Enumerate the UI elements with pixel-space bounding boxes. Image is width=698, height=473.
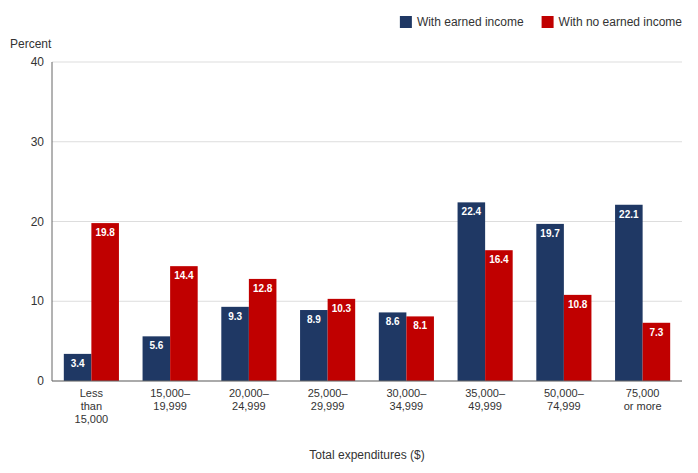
- data-label: 10.3: [332, 303, 352, 314]
- x-tick-label: 25,000–29,999: [308, 387, 349, 412]
- legend-item: With no earned income: [542, 15, 683, 29]
- grid-line: [52, 141, 682, 142]
- x-tick-label-line: 34,999: [390, 400, 424, 412]
- data-label: 12.8: [253, 283, 273, 294]
- bar: [221, 307, 249, 381]
- chart-container: 0 10 20 30 40 3.4 5.6 9.3 8.9 8.6 22.4 19.7 22.1 19.8…: [0, 0, 698, 473]
- x-tick-label-line: 75,000: [626, 387, 660, 399]
- legend-swatch: [400, 16, 412, 28]
- bar: [300, 310, 328, 381]
- y-tick-label: 20: [31, 215, 45, 229]
- data-label: 5.6: [149, 340, 163, 351]
- bar: [536, 224, 564, 381]
- data-labels: 3.4 5.6 9.3 8.9 8.6 22.4 19.7 22.1 19.8 14.4 12.8 1…: [71, 206, 664, 369]
- bars: [64, 202, 670, 381]
- bar: [564, 295, 592, 381]
- x-tick-label-line: 30,000–: [386, 387, 427, 399]
- legend-item: With earned income: [400, 15, 524, 29]
- x-tick-label-line: or more: [624, 400, 662, 412]
- data-label: 22.1: [619, 209, 639, 220]
- bar: [458, 202, 486, 381]
- x-tick-label: 75,000or more: [624, 387, 662, 412]
- grid: [52, 62, 682, 381]
- legend: With earned income With no earned income: [400, 15, 682, 29]
- data-label: 7.3: [649, 327, 663, 338]
- legend-label: With earned income: [417, 15, 524, 29]
- data-label: 14.4: [174, 270, 194, 281]
- bar: [379, 312, 407, 381]
- data-label: 22.4: [462, 206, 482, 217]
- x-tick-label-line: 35,000–: [465, 387, 506, 399]
- x-tick-label: 35,000–49,999: [465, 387, 506, 412]
- data-label: 10.8: [568, 299, 588, 310]
- bar: [143, 336, 171, 381]
- x-tick-label-line: 15,000: [75, 413, 109, 425]
- x-tick-label: 50,000–74,999: [544, 387, 585, 412]
- chart-svg: 0 10 20 30 40 3.4 5.6 9.3 8.9 8.6 22.4 19.7 22.1 19.8…: [0, 0, 698, 473]
- bar: [406, 316, 434, 381]
- data-label: 9.3: [228, 311, 242, 322]
- x-axis-label: Total expenditures ($): [309, 448, 424, 462]
- data-label: 8.1: [413, 320, 427, 331]
- data-label: 19.7: [540, 228, 560, 239]
- y-axis-line: [52, 62, 53, 381]
- grid-line: [52, 381, 682, 382]
- x-tick-label-line: 15,000–: [150, 387, 191, 399]
- bar: [170, 266, 198, 381]
- x-tick-label-line: 29,999: [311, 400, 345, 412]
- x-axis-line: [52, 381, 682, 382]
- y-axis-label: Percent: [10, 37, 52, 51]
- bar: [64, 354, 92, 381]
- x-tick-label-line: 20,000–: [229, 387, 270, 399]
- x-tick-label-line: 24,999: [232, 400, 266, 412]
- data-label: 16.4: [489, 254, 509, 265]
- bar: [643, 323, 671, 381]
- legend-label: With no earned income: [559, 15, 683, 29]
- x-tick-label: 20,000–24,999: [229, 387, 270, 412]
- data-label: 8.6: [386, 316, 400, 327]
- bar: [485, 250, 513, 381]
- x-tick-label: Lessthan15,000: [75, 387, 109, 425]
- x-tick-label-line: 49,999: [468, 400, 502, 412]
- bar: [249, 279, 277, 381]
- data-label: 8.9: [307, 314, 321, 325]
- x-tick-label-line: 25,000–: [308, 387, 349, 399]
- y-tick-label: 10: [31, 294, 45, 308]
- x-tick-label: 15,000–19,999: [150, 387, 191, 412]
- x-tick-label-line: Less: [80, 387, 104, 399]
- data-label: 3.4: [71, 358, 85, 369]
- bar: [615, 205, 643, 381]
- y-tick-label: 0: [37, 374, 44, 388]
- x-tick-label-line: 74,999: [547, 400, 581, 412]
- x-tick-label-line: 19,999: [153, 400, 187, 412]
- bar: [328, 299, 356, 381]
- grid-line: [52, 62, 682, 63]
- y-tick-label: 30: [31, 135, 45, 149]
- legend-swatch: [542, 16, 554, 28]
- x-tick-label: 30,000–34,999: [386, 387, 427, 412]
- data-label: 19.8: [95, 227, 115, 238]
- grid-line: [52, 221, 682, 222]
- y-tick-label: 40: [31, 55, 45, 69]
- x-tick-label-line: 50,000–: [544, 387, 585, 399]
- x-tick-label-line: than: [81, 400, 102, 412]
- bar: [91, 223, 119, 381]
